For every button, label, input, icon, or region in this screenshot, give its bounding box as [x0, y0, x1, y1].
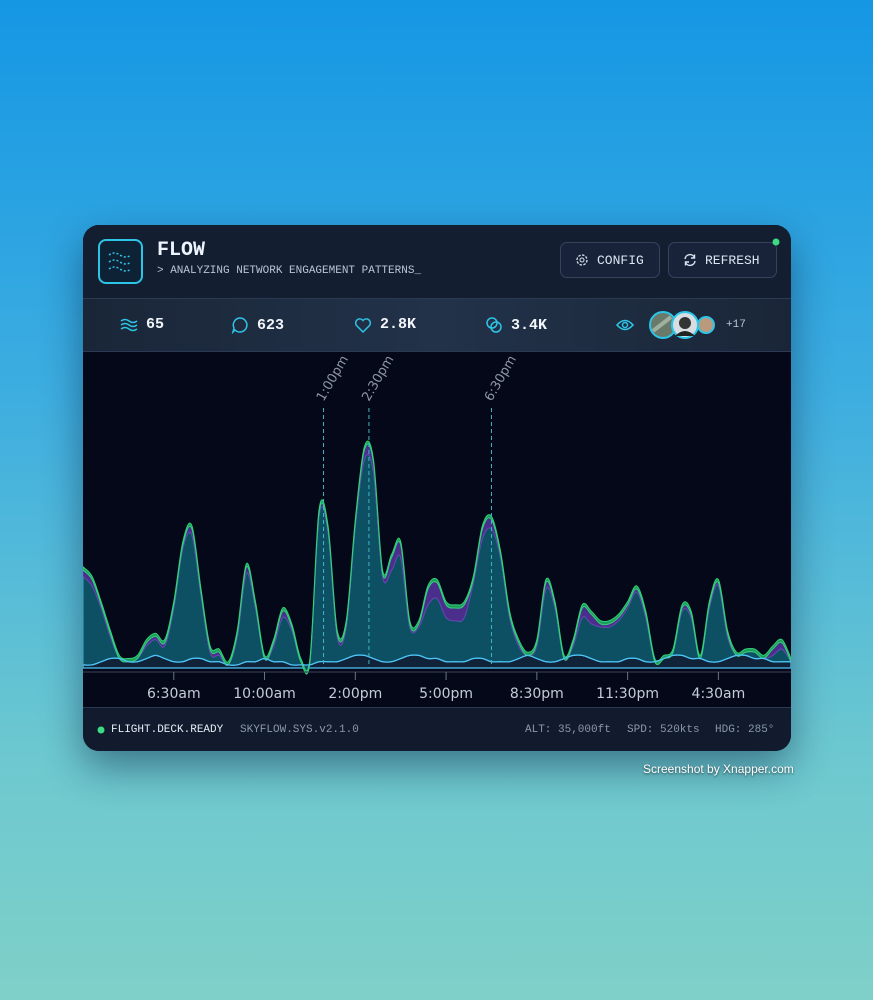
annotation-label: 1:00pm: [314, 353, 352, 404]
heading: HDG: 285°: [715, 724, 775, 736]
x-tick-label: 4:30am: [692, 686, 746, 702]
area-layer: [83, 440, 791, 675]
logo: [98, 239, 143, 284]
area-layer: [83, 453, 791, 675]
viewers: [615, 311, 715, 339]
annotation-label: 6:30pm: [482, 353, 520, 404]
refresh-button[interactable]: REFRESH: [668, 242, 777, 278]
speed: SPD: 520kts: [627, 724, 700, 736]
footer: FLIGHT.DECK.READY SKYFLOW.SYS.v2.1.0 ALT…: [83, 707, 791, 751]
stat-value: 623: [257, 316, 285, 334]
refresh-icon: [684, 253, 696, 267]
button-label: CONFIG: [597, 252, 644, 268]
x-tick-label: 10:00am: [233, 686, 296, 702]
app-title: FLOW: [157, 239, 206, 262]
watermark: Screenshot by Xnapper.com: [643, 762, 794, 776]
engagement-chart: 6:30am 10:00am 2:00pm 5:00pm 8:30pm 11:30pm 4:…: [83, 353, 791, 702]
x-tick-label: 2:00pm: [328, 686, 382, 702]
x-tick-label: 11:30pm: [596, 686, 659, 702]
button-label: REFRESH: [705, 252, 760, 268]
status-light: [772, 238, 780, 246]
comment-icon: [231, 317, 248, 334]
gear-icon: [576, 254, 588, 266]
header: FLOW > ANALYZING NETWORK ENGAGEMENT PATT…: [83, 225, 791, 299]
stat-likes: 2.8K: [354, 316, 416, 333]
config-button[interactable]: CONFIG: [560, 242, 660, 278]
altitude: ALT: 35,000ft: [525, 724, 611, 736]
version-text: SKYFLOW.SYS.v2.1.0: [240, 724, 359, 736]
annotation-label: 2:30pm: [359, 353, 397, 404]
wave-icon: [120, 318, 138, 331]
x-tick-label: 5:00pm: [419, 686, 473, 702]
stat-value: 2.8K: [380, 316, 417, 333]
app-subtitle: > ANALYZING NETWORK ENGAGEMENT PATTERNS_: [157, 265, 422, 277]
logo-icon: [108, 252, 132, 272]
dashboard-card: FLOW > ANALYZING NETWORK ENGAGEMENT PATT…: [83, 225, 791, 751]
x-tick-label: 8:30pm: [510, 686, 564, 702]
stat-comments: 623: [231, 316, 284, 334]
baseline-series-line: [83, 654, 791, 666]
stat-value: 65: [146, 316, 165, 333]
status-text: FLIGHT.DECK.READY: [111, 724, 224, 736]
x-tick-label: 6:30am: [147, 686, 201, 702]
ready-dot: [97, 726, 105, 734]
viewers-more: +17: [726, 319, 746, 331]
heart-icon: [354, 317, 372, 333]
stats-bar: 65 623 2.8K 3.4K +17: [83, 299, 791, 352]
stat-flows: 65: [120, 316, 164, 333]
stat-shares: 3.4K: [485, 316, 547, 334]
coins-icon: [486, 317, 502, 333]
stat-value: 3.4K: [511, 316, 548, 334]
